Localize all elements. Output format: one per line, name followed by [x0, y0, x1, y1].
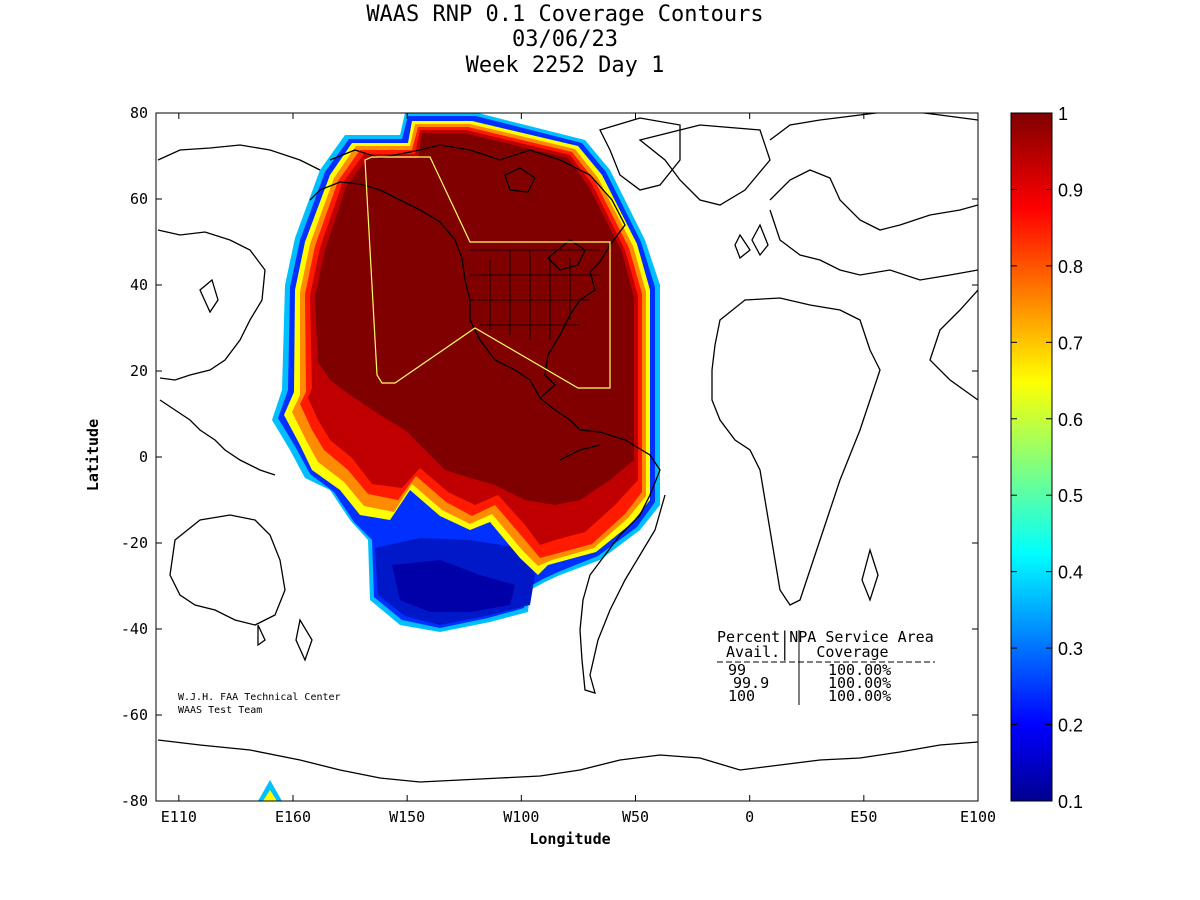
availability-table: Percent|NPA Service Area Avail.| Coverag… — [717, 628, 935, 705]
credit-line-2: WAAS Test Team — [178, 705, 262, 716]
x-tick-label: W50 — [622, 808, 649, 826]
colorbar-labels: 1 0.9 0.8 0.7 0.6 0.5 0.4 0.3 0.2 0.1 — [1058, 104, 1083, 812]
colorbar-tick-label: 0.5 — [1058, 486, 1083, 506]
colorbar-tick-label: 0.9 — [1058, 180, 1083, 200]
y-tick-label: -20 — [121, 534, 148, 552]
coastlines — [157, 113, 978, 783]
table-row-avail: 100 — [728, 687, 755, 705]
table-row-coverage: 100.00% — [828, 687, 891, 705]
colorbar — [1010, 112, 1053, 802]
chart-title-line3: Week 2252 Day 1 — [466, 53, 665, 78]
y-axis-label: Latitude — [84, 419, 102, 491]
axis-ticks — [156, 112, 979, 802]
table-row-coverage: 100.00% — [828, 674, 891, 692]
x-tick-label: E100 — [960, 808, 996, 826]
y-tick-label: 80 — [130, 104, 148, 122]
x-tick-labels: E110 E160 W150 W100 W50 0 E50 E100 — [161, 808, 996, 826]
x-tick-label: 0 — [745, 808, 754, 826]
map-area — [156, 113, 978, 801]
y-tick-label: -40 — [121, 620, 148, 638]
colorbar-ticks — [1011, 112, 1052, 802]
x-tick-label: W150 — [389, 808, 425, 826]
x-tick-label: E50 — [850, 808, 877, 826]
y-tick-label: 20 — [130, 362, 148, 380]
y-tick-label: -80 — [121, 792, 148, 810]
credit-line-1: W.J.H. FAA Technical Center — [178, 692, 341, 703]
service-area-outline — [364, 156, 611, 389]
colorbar-tick-label: 0.8 — [1058, 257, 1083, 277]
chart-title-line1: WAAS RNP 0.1 Coverage Contours — [366, 2, 763, 27]
us-state-lines — [470, 249, 600, 340]
y-tick-label: 0 — [139, 448, 148, 466]
colorbar-tick-label: 0.2 — [1058, 716, 1083, 736]
colorbar-tick-label: 0.1 — [1058, 792, 1083, 812]
x-tick-label: E160 — [275, 808, 311, 826]
table-header-1: Percent|NPA Service Area — [717, 628, 934, 646]
colorbar-tick-label: 1 — [1058, 104, 1068, 124]
coverage-contours — [272, 113, 660, 632]
x-tick-label: W100 — [503, 808, 539, 826]
table-row-coverage: 100.00% — [828, 661, 891, 679]
colorbar-tick-label: 0.7 — [1058, 333, 1083, 353]
x-tick-label: E110 — [161, 808, 197, 826]
y-tick-label: -60 — [121, 706, 148, 724]
colorbar-tick-label: 0.3 — [1058, 639, 1083, 659]
table-row-avail: 99 — [728, 661, 746, 679]
x-axis-label: Longitude — [529, 830, 610, 848]
table-header-2: Avail.| Coverage — [717, 643, 889, 661]
y-tick-label: 60 — [130, 190, 148, 208]
colorbar-tick-label: 0.4 — [1058, 563, 1083, 583]
y-tick-labels: 80 60 40 20 0 -20 -40 -60 -80 — [121, 104, 148, 810]
table-row-avail: 99.9 — [733, 674, 769, 692]
chart-title-line2: 03/06/23 — [512, 27, 618, 52]
colorbar-tick-label: 0.6 — [1058, 410, 1083, 430]
y-tick-label: 40 — [130, 276, 148, 294]
